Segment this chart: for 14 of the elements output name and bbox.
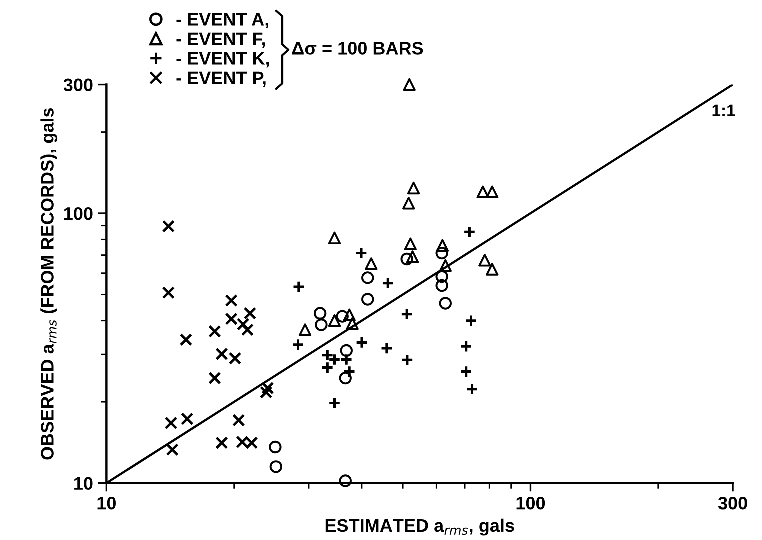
legend-label: - EVENT P, (176, 72, 266, 88)
y-tick-label: 100 (64, 207, 93, 220)
legend-title: Δσ = 100 BARS (292, 42, 424, 55)
x-axis-title: ESTIMATED a$_{rms}$, gals (326, 518, 514, 536)
y-tick-label: 10 (74, 477, 93, 490)
legend-label: - EVENT A, (176, 13, 268, 29)
x-tick-label: 300 (718, 496, 748, 510)
x-tick-label: 100 (516, 496, 546, 510)
y-tick-label: 300 (64, 78, 93, 92)
legend-label: - EVENT F, (176, 32, 266, 48)
y-axis-title: OBSERVED a$_{rms}$ (FROM RECORDS), gals (40, 108, 58, 460)
legend-label: - EVENT K, (176, 52, 270, 68)
annotation: 1:1 (712, 104, 736, 116)
x-tick-label: 10 (98, 496, 116, 510)
